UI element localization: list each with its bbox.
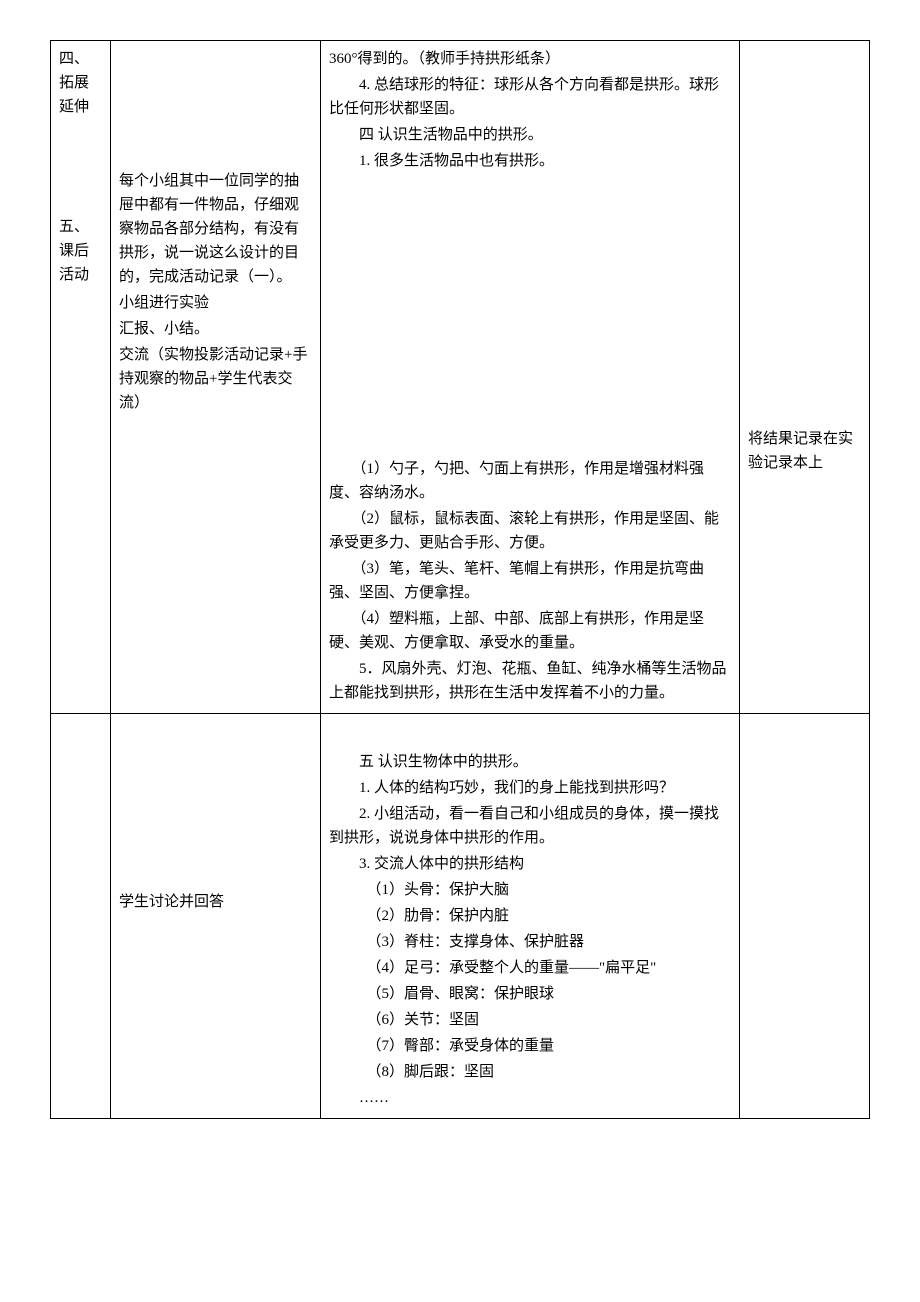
text-block: （3）脊柱：支撑身体、保护脏器 <box>329 930 731 954</box>
text-block: （5）眉骨、眼窝：保护眼球 <box>329 982 731 1006</box>
text-block: （4）塑料瓶，上部、中部、底部上有拱形，作用是坚硬、美观、方便拿取、承受水的重量… <box>329 607 731 655</box>
text-block: 交流（实物投影活动记录+手持观察的物品+学生代表交流） <box>119 343 312 415</box>
document-page: 四、拓展延伸 五、课后 活动 每个小组其中一位同学的抽屉中都有一件物品，仔细观察… <box>50 40 870 1119</box>
text-block: 360°得到的。（教师手持拱形纸条） <box>329 47 731 71</box>
table-row: 学生讨论并回答 五 认识生物体中的拱形。 1. 人体的结构巧妙，我们的身上能找到… <box>51 714 870 1119</box>
text-block: 3. 交流人体中的拱形结构 <box>329 852 731 876</box>
text-block: （1）头骨：保护大脑 <box>329 878 731 902</box>
text-block: 1. 很多生活物品中也有拱形。 <box>329 149 731 173</box>
text-block: （1）勺子，勺把、勺面上有拱形，作用是增强材料强度、容纳汤水。 <box>329 457 731 505</box>
text-block: （2）肋骨：保护内脏 <box>329 904 731 928</box>
student-activity-cell: 五 认识生物体中的拱形。 1. 人体的结构巧妙，我们的身上能找到拱形吗？ 2. … <box>321 714 740 1119</box>
text-block: 四 认识生活物品中的拱形。 <box>329 123 731 147</box>
text-block: …… <box>329 1086 731 1110</box>
text-block: 1. 人体的结构巧妙，我们的身上能找到拱形吗？ <box>329 776 731 800</box>
stage-label-4: 四、拓展延伸 五、课后 活动 <box>59 47 102 287</box>
text-block: （3）笔，笔头、笔杆、笔帽上有拱形，作用是抗弯曲强、坚固、方便拿捏。 <box>329 557 731 605</box>
teacher-activity-cell: 学生讨论并回答 <box>111 714 321 1119</box>
text-block: 汇报、小结。 <box>119 317 312 341</box>
text-block: （4）足弓：承受整个人的重量——"扁平足" <box>329 956 731 980</box>
student-activity-cell: 360°得到的。（教师手持拱形纸条） 4. 总结球形的特征：球形从各个方向看都是… <box>321 41 740 714</box>
stage-cell <box>51 714 111 1119</box>
text-block: 4. 总结球形的特征：球形从各个方向看都是拱形。球形比任何形状都坚固。 <box>329 73 731 121</box>
text-block: （7）臀部：承受身体的重量 <box>329 1034 731 1058</box>
text-block: （2）鼠标，鼠标表面、滚轮上有拱形，作用是坚固、能承受更多力、更贴合手形、方便。 <box>329 507 731 555</box>
teacher-activity-cell: 每个小组其中一位同学的抽屉中都有一件物品，仔细观察物品各部分结构，有没有拱形，说… <box>111 41 321 714</box>
stage-cell: 四、拓展延伸 五、课后 活动 <box>51 41 111 714</box>
text-block: 5．风扇外壳、灯泡、花瓶、鱼缸、纯净水桶等生活物品上都能找到拱形，拱形在生活中发… <box>329 657 731 705</box>
lesson-plan-table: 四、拓展延伸 五、课后 活动 每个小组其中一位同学的抽屉中都有一件物品，仔细观察… <box>50 40 870 1119</box>
text-block: 每个小组其中一位同学的抽屉中都有一件物品，仔细观察物品各部分结构，有没有拱形，说… <box>119 169 312 289</box>
text-block: 将结果记录在实验记录本上 <box>748 427 861 475</box>
text-block: 学生讨论并回答 <box>119 890 312 914</box>
text-block: 2. 小组活动，看一看自己和小组成员的身体，摸一摸找到拱形，说说身体中拱形的作用… <box>329 802 731 850</box>
text-block: 小组进行实验 <box>119 291 312 315</box>
table-row: 四、拓展延伸 五、课后 活动 每个小组其中一位同学的抽屉中都有一件物品，仔细观察… <box>51 41 870 714</box>
notes-cell: 将结果记录在实验记录本上 <box>740 41 870 714</box>
text-block: （8）脚后跟：坚固 <box>329 1060 731 1084</box>
text-block: 五 认识生物体中的拱形。 <box>329 750 731 774</box>
text-block: （6）关节：坚固 <box>329 1008 731 1032</box>
notes-cell <box>740 714 870 1119</box>
